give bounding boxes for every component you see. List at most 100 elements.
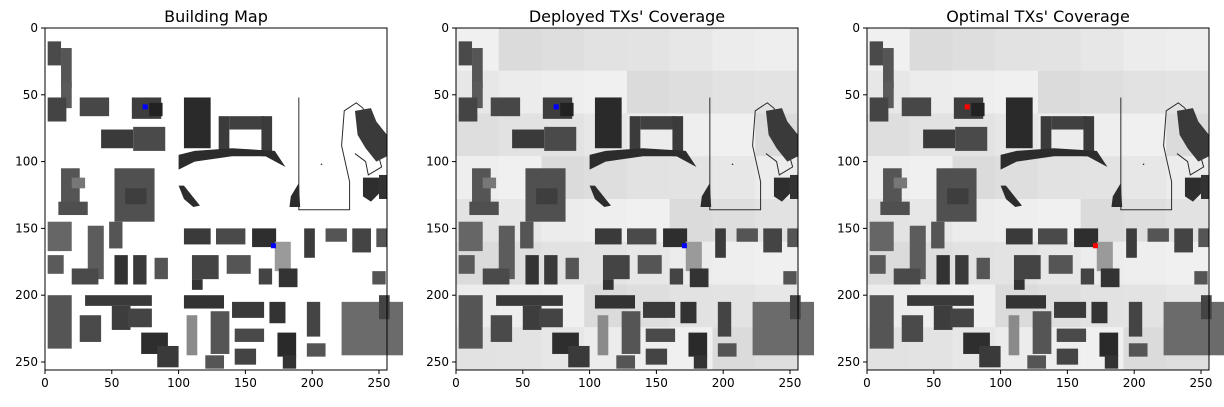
building <box>1200 295 1212 320</box>
building <box>763 228 782 253</box>
building <box>372 271 386 285</box>
x-tick-label: 200 <box>712 376 735 390</box>
building <box>589 148 697 170</box>
building <box>109 221 123 249</box>
coverage-cell <box>627 70 670 114</box>
y-tick-label: 0 <box>852 21 860 35</box>
building <box>869 41 884 66</box>
building <box>1126 228 1137 258</box>
y-tick-label: 50 <box>434 88 449 102</box>
y-tick-label: 150 <box>837 221 860 235</box>
building <box>869 295 894 349</box>
building <box>298 97 383 211</box>
map-image <box>45 28 404 370</box>
building <box>688 332 708 357</box>
building <box>458 295 483 349</box>
y-tick-label: 0 <box>30 21 38 35</box>
building <box>1198 228 1209 248</box>
building <box>157 345 179 368</box>
building <box>1013 279 1025 290</box>
building <box>883 81 894 109</box>
building <box>133 255 147 285</box>
building <box>278 268 298 288</box>
coverage-cell <box>995 28 1038 71</box>
building <box>496 295 563 306</box>
y-tick-label: 50 <box>845 88 860 102</box>
coverage-cell <box>627 156 670 199</box>
building <box>1051 116 1087 130</box>
building <box>469 201 499 216</box>
building <box>376 228 387 248</box>
coverage-cell <box>627 28 670 71</box>
y-tick-label: 250 <box>426 355 449 369</box>
panel-title: Building Map <box>164 7 268 26</box>
building <box>645 348 668 365</box>
building <box>1147 228 1169 242</box>
y-tick-label: 200 <box>837 288 860 302</box>
building <box>498 225 515 280</box>
buildings <box>458 41 815 369</box>
building <box>883 48 894 89</box>
building <box>341 301 404 356</box>
building <box>869 221 894 252</box>
buildings <box>869 41 1224 369</box>
x-tick-label: 50 <box>104 376 119 390</box>
building <box>71 177 86 189</box>
coverage-cell <box>1123 28 1167 71</box>
building <box>538 308 563 328</box>
building <box>560 102 574 117</box>
building <box>482 177 497 189</box>
building <box>186 315 198 356</box>
building <box>931 221 945 249</box>
building <box>955 255 969 285</box>
building <box>1000 185 1022 208</box>
building <box>258 268 273 285</box>
building <box>47 221 72 252</box>
building <box>955 126 988 151</box>
building <box>458 221 483 252</box>
building <box>47 41 62 66</box>
coverage-cell <box>952 28 996 71</box>
building <box>282 355 297 369</box>
building <box>1080 268 1095 285</box>
building <box>306 343 326 357</box>
building <box>289 182 301 208</box>
building <box>362 177 379 202</box>
building <box>111 305 131 330</box>
building <box>717 301 732 337</box>
building <box>1040 116 1052 157</box>
building <box>458 41 473 66</box>
building <box>183 295 225 309</box>
building <box>663 228 688 248</box>
building <box>1048 255 1073 274</box>
building <box>1038 228 1068 245</box>
building <box>234 348 257 365</box>
tx-marker <box>964 104 970 110</box>
buildings <box>47 41 404 369</box>
building-outlines <box>178 97 387 211</box>
building <box>565 257 579 280</box>
building <box>1083 116 1095 157</box>
building <box>320 163 323 166</box>
building <box>229 116 265 130</box>
building <box>154 257 168 280</box>
building <box>1091 301 1108 324</box>
building <box>61 48 72 89</box>
building <box>490 97 521 117</box>
building <box>133 126 166 151</box>
building <box>715 228 726 258</box>
building <box>226 255 251 274</box>
building <box>490 315 513 342</box>
building <box>1005 228 1033 245</box>
building <box>893 268 921 285</box>
building <box>893 177 908 189</box>
y-tick-label: 100 <box>426 155 449 169</box>
x-tick-label: 250 <box>779 376 802 390</box>
building <box>783 271 797 285</box>
building <box>306 301 321 337</box>
building <box>1104 355 1119 369</box>
coverage-cell <box>1038 156 1081 199</box>
building <box>234 328 265 342</box>
building <box>787 228 798 248</box>
